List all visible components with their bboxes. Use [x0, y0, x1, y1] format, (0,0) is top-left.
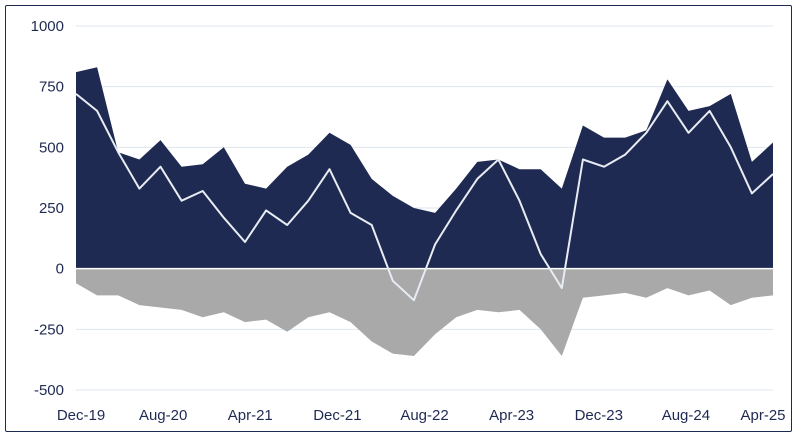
x-tick-label: Dec-21: [313, 407, 361, 424]
x-tick-label: Dec-23: [575, 407, 623, 424]
y-tick-label: 1000: [31, 18, 64, 35]
x-tick-label: Dec-19: [57, 407, 105, 424]
x-tick-label: Apr-23: [489, 407, 534, 424]
line-series: [75, 93, 774, 302]
y-tick-label: -250: [34, 321, 64, 338]
chart-frame: 1000 750 500 250 0 -250 -500 Dec-19 Aug-20 Apr-21…: [5, 5, 792, 432]
y-tick-label: 0: [56, 261, 64, 278]
line-series-path: [75, 93, 774, 302]
lower-area-series: [76, 268, 773, 356]
area-series: [76, 67, 773, 356]
y-tick-label: -500: [34, 382, 64, 399]
axes: 1000 750 500 250 0 -250 -500 Dec-19 Aug-20 Apr-21…: [31, 18, 786, 424]
upper-area-series: [76, 67, 773, 269]
y-tick-label: 500: [39, 139, 64, 156]
x-tick-label: Aug-24: [662, 407, 710, 424]
x-tick-label: Apr-21: [228, 407, 273, 424]
y-tick-label: 250: [39, 200, 64, 217]
area-chart: 1000 750 500 250 0 -250 -500 Dec-19 Aug-20 Apr-21…: [31, 18, 786, 424]
x-tick-label: Apr-25: [740, 407, 785, 424]
y-tick-label: 750: [39, 79, 64, 96]
x-tick-label: Aug-22: [400, 407, 448, 424]
x-tick-label: Aug-20: [139, 407, 187, 424]
